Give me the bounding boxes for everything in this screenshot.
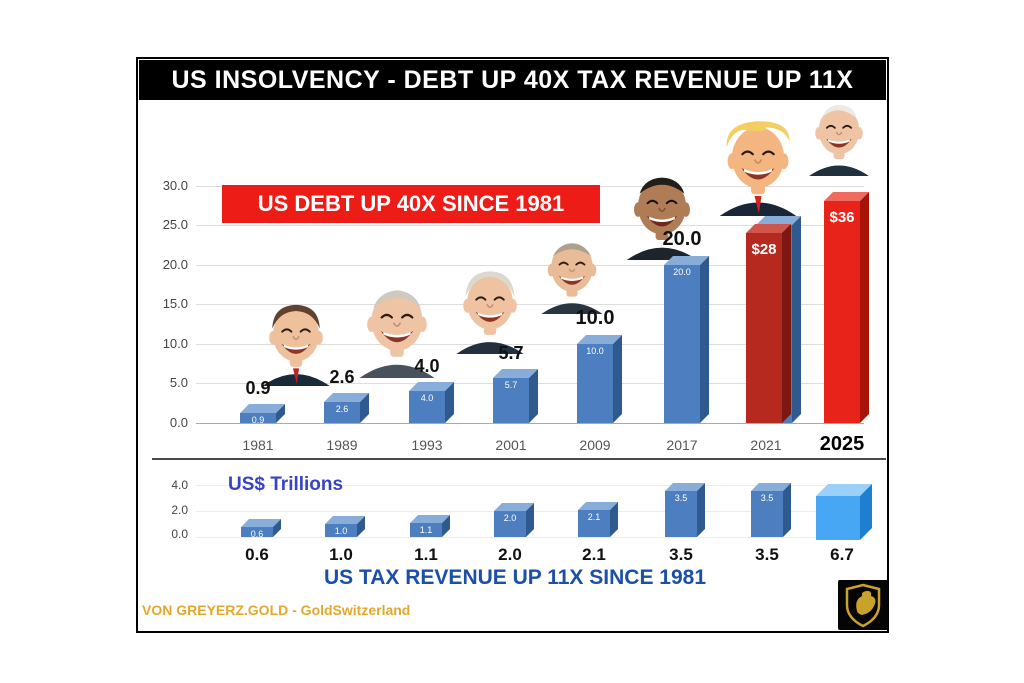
tax-caption: US TAX REVENUE UP 11X SINCE 1981: [323, 566, 707, 589]
president-obama-image: [622, 168, 702, 260]
tax-value-1993: 1.1: [414, 545, 438, 564]
tax-bar-2009: 2.1: [578, 502, 618, 537]
debt-year-2025: 2025: [819, 433, 865, 455]
tax-bar-2017-value: 3.5: [674, 493, 688, 503]
president-bush-sr-image: [352, 280, 442, 378]
debt-ytick-5: 5.0: [169, 375, 188, 390]
goldswitzerland-logo: [838, 580, 888, 630]
tax-bar-2021-value: 3.5: [760, 493, 774, 503]
gridline-10: [196, 344, 864, 345]
debt-bar-1993-value: 4.0: [420, 393, 434, 403]
debt-ytick-20: 20.0: [162, 257, 188, 272]
debt-ytick-10: 10.0: [162, 336, 188, 351]
debt-year-1981: 1981: [242, 437, 274, 453]
debt-bar-1989: 2.6: [324, 393, 369, 423]
tax-axis-baseline: [196, 537, 864, 538]
debt-bar-2025: $36: [824, 192, 869, 423]
debt-bar-2025-label: $36: [829, 209, 855, 226]
debt-bar-1981: 0.9: [240, 404, 285, 425]
president-trump-image: [714, 116, 802, 216]
tax-bar-1993: 1.1: [410, 515, 450, 537]
page-title: US INSOLVENCY - DEBT UP 40X TAX REVENUE …: [139, 60, 886, 100]
tax-ytick-0: 0.0: [171, 527, 188, 541]
tax-value-1989: 1.0: [329, 545, 353, 564]
tax-value-2009: 2.1: [582, 545, 606, 564]
tax-gridline-4: [196, 485, 864, 486]
tax-bar-2025-cube: [816, 484, 872, 540]
debt-year-2001: 2001: [495, 437, 527, 453]
debt-value-2009: 10.0: [575, 307, 615, 329]
president-bush-jr-image: [534, 234, 610, 314]
debt-value-1989: 2.6: [329, 367, 355, 387]
president-clinton-image: [448, 266, 532, 354]
debt-ytick-25: 25.0: [162, 217, 188, 232]
tax-bar-1993-value: 1.1: [419, 525, 433, 535]
debt-bar-2021: $28: [746, 224, 791, 423]
units-label: US$ Trillions: [228, 474, 344, 495]
credit-text: VON GREYERZ.GOLD - GoldSwitzerland: [142, 602, 411, 618]
debt-bar-2001-value: 5.7: [504, 380, 518, 390]
debt-bar-1989-value: 2.6: [335, 404, 349, 414]
debt-bar-2001: 5.7: [493, 369, 538, 423]
tax-bar-2001: 2.0: [494, 503, 534, 537]
debt-axis-baseline: [196, 423, 864, 424]
debt-bar-2021-label: $28: [751, 241, 777, 258]
tax-bar-1989-value: 1.0: [334, 526, 348, 536]
debt-value-2001: 5.7: [498, 343, 524, 363]
tax-value-2025: 6.7: [830, 545, 854, 564]
tax-bar-2009-value: 2.1: [587, 512, 601, 522]
debt-bar-2009-value: 10.0: [586, 346, 604, 356]
gridline-25: [196, 225, 864, 226]
debt-year-1993: 1993: [411, 437, 443, 453]
president-biden-image: [802, 98, 876, 176]
tax-bar-1989: 1.0: [325, 516, 365, 537]
debt-ytick-0: 0.0: [169, 415, 188, 430]
debt-year-2009: 2009: [579, 437, 611, 453]
tax-bar-1981: 0.6: [241, 519, 281, 539]
debt-bar-1981-value: 0.9: [251, 415, 265, 425]
tax-ytick-4: 4.0: [171, 478, 188, 492]
gridline-20: [196, 265, 864, 266]
tax-value-2001: 2.0: [498, 545, 522, 564]
tax-bar-2001-value: 2.0: [503, 513, 517, 523]
gridline-15: [196, 304, 864, 305]
tax-bar-1981-value: 0.6: [250, 529, 264, 539]
tax-bar-2021: 3.5: [751, 483, 791, 537]
president-reagan-image: [248, 298, 344, 386]
debt-bar-2017: 20.0: [664, 256, 709, 423]
tax-bar-2017: 3.5: [665, 483, 705, 537]
debt-value-2017: 20.0: [662, 228, 702, 250]
chart-separator: [152, 458, 886, 460]
debt-ytick-15: 15.0: [162, 296, 188, 311]
debt-bar-2017-value: 20.0: [673, 267, 691, 277]
debt-year-2017: 2017: [666, 437, 698, 453]
tax-value-1981: 0.6: [245, 545, 269, 564]
debt-value-1993: 4.0: [414, 356, 440, 376]
debt-ytick-30: 30.0: [162, 178, 188, 193]
debt-bar-2009: 10.0: [577, 335, 622, 423]
debt-banner: US DEBT UP 40X SINCE 1981: [222, 185, 600, 223]
tax-value-2017: 3.5: [669, 545, 693, 564]
tax-ytick-2: 2.0: [171, 503, 188, 517]
tax-value-2021: 3.5: [755, 545, 779, 564]
debt-year-2021: 2021: [750, 437, 782, 453]
debt-bar-1993: 4.0: [409, 382, 454, 423]
debt-value-1981: 0.9: [245, 378, 271, 398]
debt-year-1989: 1989: [326, 437, 358, 453]
